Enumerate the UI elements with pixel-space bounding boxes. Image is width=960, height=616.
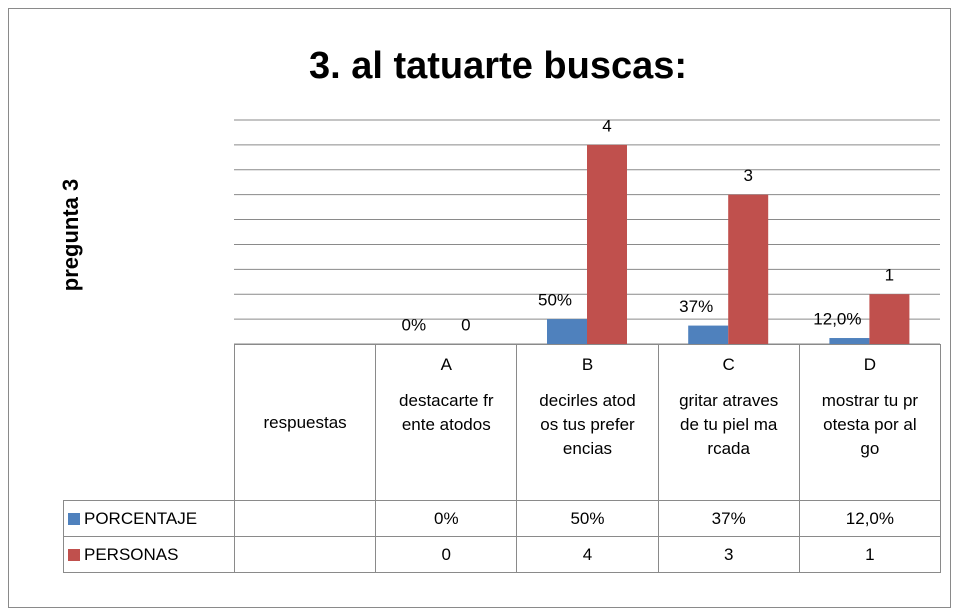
category-description: gritar atraves de tu piel marcada xyxy=(679,391,779,458)
bar xyxy=(547,319,587,344)
category-label: respuestas xyxy=(263,412,347,432)
table-value-cell xyxy=(234,500,377,537)
bar xyxy=(728,194,769,344)
bar xyxy=(587,144,627,344)
data-label: 3 xyxy=(743,166,752,185)
data-label: 50% xyxy=(538,291,572,310)
data-label: 0 xyxy=(461,315,470,334)
table-value-cell: 0% xyxy=(375,500,518,537)
table-value-cell xyxy=(234,536,377,573)
legend-label: PERSONAS xyxy=(84,544,179,564)
category-label: C xyxy=(722,355,735,374)
table-value-cell: 37% xyxy=(657,500,800,537)
data-label: 1 xyxy=(885,266,894,285)
table-header-cell: respuestas xyxy=(234,344,377,501)
table-value-cell: 0 xyxy=(375,536,518,573)
table-value-cell: 4 xyxy=(516,536,659,573)
legend-key xyxy=(68,512,80,525)
legend-label: PORCENTAJE xyxy=(84,508,198,528)
bar xyxy=(829,338,870,344)
legend-key xyxy=(68,548,80,561)
table-value-cell: 1 xyxy=(798,536,941,573)
category-description: destacarte frente atodos xyxy=(399,391,494,434)
data-label: 0% xyxy=(402,315,427,334)
category-label: B xyxy=(581,355,594,374)
category-description: decirles atodos tus preferencias xyxy=(539,391,636,458)
chart-title: 3. al tatuarte buscas: xyxy=(309,45,687,87)
category-label: D xyxy=(863,355,877,374)
table-value-cell: 3 xyxy=(657,536,800,573)
category-description: mostrar tu protesta por algo xyxy=(821,391,919,458)
legend-cell: PERSONAS xyxy=(63,536,235,573)
y-axis-label: pregunta 3 xyxy=(58,179,83,291)
category-label: A xyxy=(440,355,452,374)
legend-cell: PORCENTAJE xyxy=(63,500,235,537)
table-value-cell: 50% xyxy=(516,500,659,537)
table-value-cell: 12,0% xyxy=(798,500,941,537)
data-label: 37% xyxy=(679,297,713,316)
bar xyxy=(688,325,729,344)
data-label: 12,0% xyxy=(813,310,861,329)
data-label: 4 xyxy=(602,116,611,135)
chart-border xyxy=(8,8,951,608)
bar xyxy=(869,294,910,344)
